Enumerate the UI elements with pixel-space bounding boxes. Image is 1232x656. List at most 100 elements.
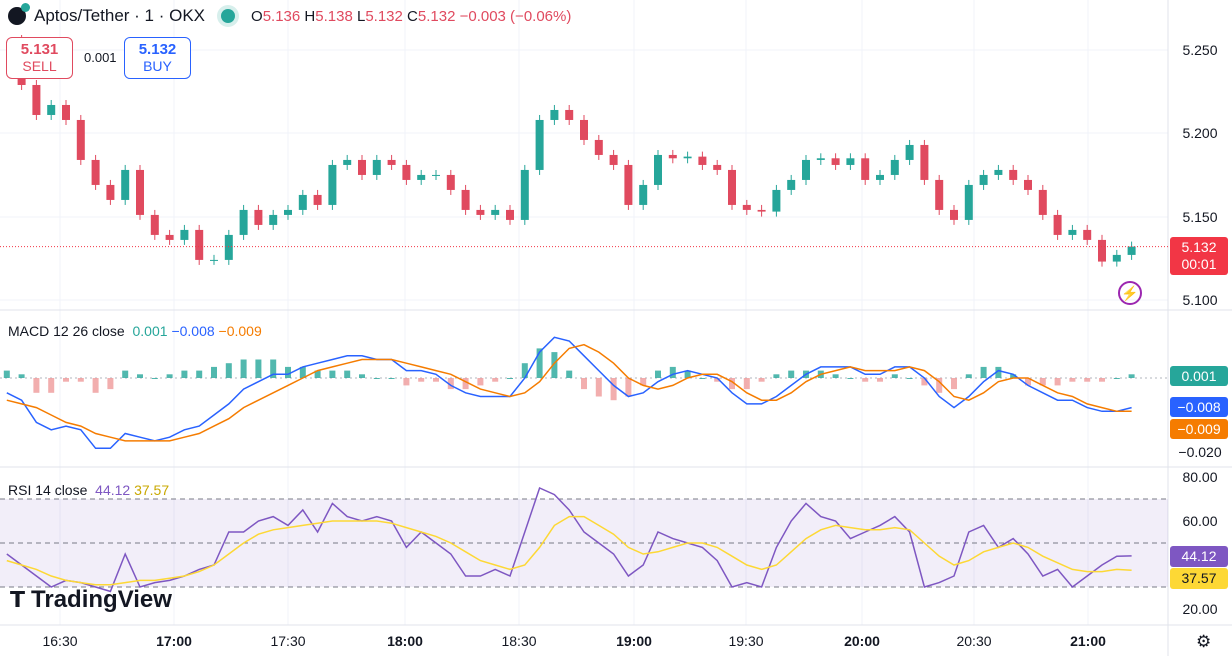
- rsi-ma-line: [6, 515, 1132, 586]
- macd-histogram-bar: [936, 378, 943, 393]
- candle-body: [609, 154, 618, 165]
- macd-histogram-bar: [743, 378, 750, 390]
- macd-histogram-bar: [640, 378, 647, 386]
- candle-body: [950, 209, 958, 220]
- time-tick: 20:30: [956, 633, 992, 649]
- candle-body: [535, 119, 544, 170]
- macd-histogram-bar: [137, 374, 143, 378]
- macd-histogram-bar: [684, 370, 691, 378]
- aptos-logo-icon: [8, 3, 30, 25]
- macd-histogram-bar: [492, 378, 499, 382]
- rsi-line: [6, 486, 1132, 593]
- candle-body: [861, 158, 870, 180]
- ohlc-values: O5.136 H5.138 L5.132 C5.132 −0.003 (−0.0…: [251, 7, 572, 25]
- macd-histogram-bar: [433, 378, 439, 382]
- market-open-icon: [221, 9, 236, 23]
- candle-body: [654, 154, 662, 185]
- symbol-title[interactable]: Aptos/Tether · 1 · OKX: [34, 6, 206, 25]
- macd-histogram-bar: [240, 359, 247, 378]
- macd-histogram-bar: [951, 378, 957, 390]
- macd-hist-tag: 0.001: [1170, 366, 1228, 386]
- macd-histogram-bar: [329, 370, 336, 378]
- macd-histogram-bar: [1039, 378, 1046, 386]
- candle-body: [239, 209, 248, 235]
- rsi-tick: 60.00: [1182, 513, 1218, 529]
- candle-body: [1024, 179, 1032, 190]
- macd-histogram-bar: [891, 374, 898, 378]
- symbol-header: Aptos/Tether · 1 · OKX O5.136 H5.138 L5.…: [8, 3, 572, 26]
- macd-histogram-bar: [507, 378, 513, 379]
- macd-histogram-bar: [625, 378, 632, 397]
- macd-signal-tag: −0.009: [1170, 419, 1228, 439]
- macd-histogram-bar: [655, 370, 661, 378]
- candle-body: [1009, 169, 1018, 180]
- candle-body: [639, 184, 648, 205]
- macd-histogram-bar: [92, 378, 99, 393]
- macd-histogram-bar: [566, 370, 573, 378]
- macd-legend[interactable]: MACD 12 26 close 0.001 −0.008 −0.009: [8, 323, 262, 339]
- macd-histogram-bar: [729, 378, 735, 390]
- macd-histogram-bar: [847, 378, 854, 379]
- rsi-tag: 44.12: [1170, 546, 1228, 567]
- candle-body: [964, 184, 973, 220]
- candle-body: [358, 159, 366, 175]
- time-tick: 16:30: [42, 633, 78, 649]
- candle-body: [91, 159, 100, 185]
- macd-line: [6, 336, 1132, 450]
- macd-histogram-bar: [181, 370, 188, 378]
- macd-histogram-bar: [1069, 378, 1076, 382]
- macd-histogram-bar: [1084, 378, 1091, 382]
- price-tick: 5.100: [1182, 292, 1218, 308]
- macd-histogram-bar: [610, 378, 617, 401]
- macd-histogram-bar: [299, 366, 306, 378]
- candle-body: [313, 194, 322, 205]
- sell-button[interactable]: 5.131 SELL: [6, 37, 73, 79]
- candle-body: [210, 259, 218, 261]
- candle-body: [150, 214, 159, 235]
- macd-histogram-bar: [388, 378, 395, 379]
- candle-body: [417, 174, 426, 180]
- macd-histogram-bar: [314, 370, 321, 378]
- tradingview-logo[interactable]: 𝗧 TradingView: [10, 586, 172, 613]
- macd-histogram-bar: [832, 374, 839, 378]
- rsi-ma-tag: 37.57: [1170, 568, 1228, 589]
- macd-histogram-bar: [373, 378, 380, 379]
- candle-body: [1068, 229, 1077, 235]
- macd-histogram-bar: [1128, 374, 1135, 378]
- candle-body: [876, 174, 884, 180]
- rsi-legend[interactable]: RSI 14 close 44.12 37.57: [8, 482, 170, 498]
- time-tick: 19:30: [728, 633, 764, 649]
- candle-body: [76, 119, 85, 160]
- candle-body: [387, 159, 396, 165]
- time-tick: 17:00: [156, 633, 192, 649]
- settings-gear-icon[interactable]: ⚙: [1196, 632, 1212, 651]
- candle-body: [683, 156, 692, 159]
- rsi-tick: 80.00: [1182, 469, 1218, 485]
- macd-histogram-bar: [906, 378, 913, 379]
- macd-histogram-bar: [551, 352, 558, 378]
- macd-histogram-bar: [225, 363, 232, 378]
- macd-histogram-bar: [33, 378, 40, 393]
- macd-tick: −0.020: [1178, 444, 1222, 460]
- tv-logo-icon: 𝗧: [10, 587, 26, 612]
- candle-body: [713, 164, 722, 170]
- price-tick: 5.200: [1182, 125, 1218, 141]
- candle-body: [195, 229, 204, 260]
- candle-body: [506, 209, 514, 220]
- candle-body: [136, 169, 144, 215]
- buy-button[interactable]: 5.132 BUY: [124, 37, 191, 79]
- time-tick: 21:00: [1070, 633, 1106, 649]
- lightning-icon[interactable]: ⚡: [1118, 281, 1142, 305]
- macd-histogram-bar: [1025, 378, 1031, 386]
- time-tick: 18:00: [387, 633, 423, 649]
- candle-body: [269, 214, 278, 225]
- macd-histogram-bar: [965, 374, 972, 378]
- candle-body: [1098, 239, 1106, 262]
- candle-body: [165, 234, 174, 240]
- candle-body: [772, 189, 781, 212]
- candle-body: [402, 164, 411, 180]
- macd-histogram-bar: [1113, 378, 1120, 379]
- candle-body: [180, 229, 189, 240]
- candle-body: [890, 159, 899, 175]
